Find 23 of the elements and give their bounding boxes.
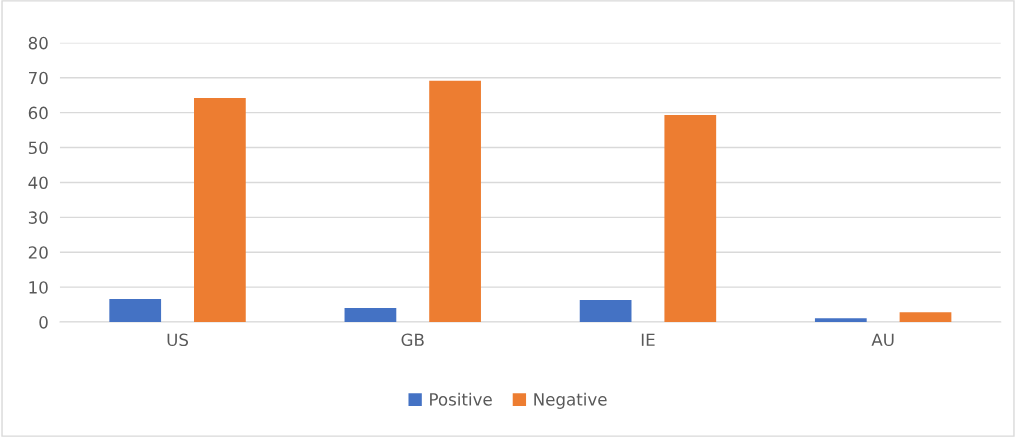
bar xyxy=(429,80,481,323)
y-tick-label: 20 xyxy=(28,246,48,259)
y-tick-label: 70 xyxy=(28,71,48,85)
legend-label: Positive xyxy=(430,392,492,406)
bar xyxy=(579,300,632,323)
bar xyxy=(344,308,397,323)
y-tick-label: 60 xyxy=(28,106,48,120)
x-tick-label: AU xyxy=(871,333,894,347)
bar xyxy=(899,312,952,323)
y-tick-label: 50 xyxy=(28,141,48,155)
y-tick-label: 40 xyxy=(28,176,48,190)
bar xyxy=(814,318,867,323)
y-tick-label: 0 xyxy=(39,316,48,329)
y-tick-label: 30 xyxy=(28,211,48,224)
x-tick-label: US xyxy=(167,333,189,347)
bar xyxy=(664,115,717,323)
x-tick-label: GB xyxy=(401,333,424,347)
y-tick-label: 10 xyxy=(29,281,48,294)
y-tick-label: 80 xyxy=(28,36,48,50)
bar xyxy=(194,97,246,323)
legend-label: Negative xyxy=(534,392,607,409)
bar xyxy=(109,299,162,323)
x-tick-label: IE xyxy=(641,333,655,346)
